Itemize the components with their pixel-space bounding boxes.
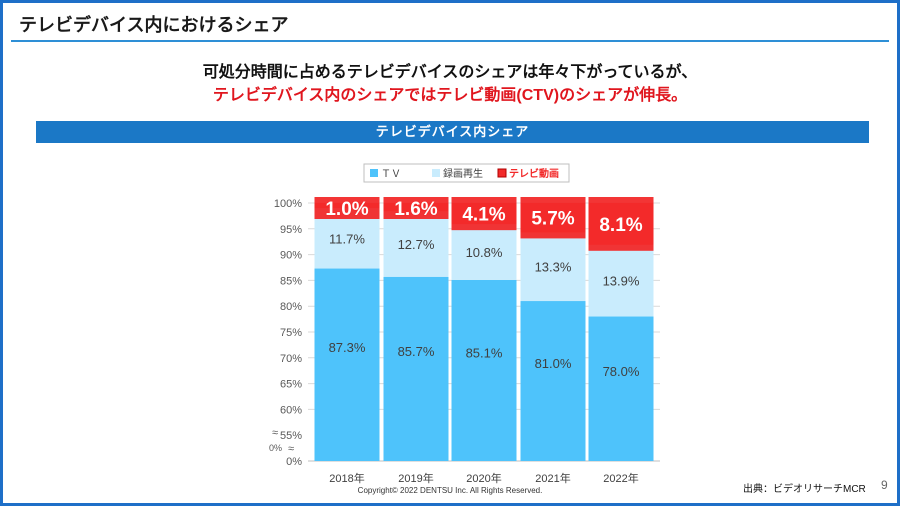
bar-segment-tv — [588, 316, 654, 461]
page-title: テレビデバイス内におけるシェア — [19, 15, 289, 35]
data-label-recording: 13.9% — [603, 274, 640, 289]
tv-video-highlight — [314, 197, 380, 219]
source-note: 出典：ビデオリサーチMCR — [743, 484, 866, 495]
title-divider — [11, 40, 889, 42]
bar-segment-recording — [588, 244, 654, 317]
legend-swatch — [432, 169, 440, 177]
legend-swatch — [497, 168, 507, 178]
tv-video-highlight — [588, 197, 654, 251]
headline-line-2: テレビデバイス内のシェアではテレビ動画(CTV)のシェアが伸長。 — [212, 87, 688, 104]
x-category-label: 2019年 — [398, 471, 433, 485]
bar-segment-recording — [520, 232, 586, 302]
data-label-tv: 87.3% — [329, 340, 366, 355]
data-label-tv-video: 5.7% — [531, 209, 574, 230]
y-tick-label: 55% — [280, 430, 302, 442]
data-label-tv-video: 1.6% — [394, 199, 437, 220]
y-tick-label: 90% — [280, 250, 302, 262]
legend-label: テレビ動画 — [509, 167, 559, 180]
data-label-tv: 78.0% — [603, 364, 640, 379]
legend-box — [363, 163, 570, 183]
legend-label: ＴＶ — [381, 169, 401, 180]
y-tick-label: 70% — [280, 353, 302, 365]
tv-video-highlight — [451, 197, 517, 231]
x-category-label: 2022年 — [603, 471, 638, 485]
y-tick-label: 65% — [280, 379, 302, 391]
axis-break-mark: ≈ — [272, 427, 278, 439]
x-category-label: 2021年 — [535, 471, 570, 485]
data-label-tv-video: 1.0% — [325, 199, 368, 220]
y-tick-label: 85% — [280, 275, 302, 287]
legend-swatch — [370, 169, 378, 177]
y-tick-label: 100% — [274, 198, 302, 210]
y-tick-label: 0% — [286, 456, 302, 468]
y-tick-label: 80% — [280, 301, 302, 313]
copyright: Copyright© 2022 DENTSU Inc. All Rights R… — [357, 486, 543, 495]
legend-label: 録画再生 — [443, 167, 483, 180]
bar-segment-tv — [383, 276, 449, 461]
data-label-recording: 10.8% — [466, 245, 503, 260]
bar-segment-recording — [383, 211, 449, 277]
bar-segment-tv — [314, 268, 380, 461]
tv-video-highlight — [520, 197, 586, 239]
data-label-recording: 12.7% — [398, 237, 435, 252]
data-label-tv: 85.7% — [398, 344, 435, 359]
bar-segment-recording — [451, 224, 517, 280]
tv-video-highlight — [383, 197, 449, 219]
headline-line-1: 可処分時間に占めるテレビデバイスのシェアは年々下がっているが、 — [202, 64, 698, 81]
data-label-recording: 11.7% — [329, 231, 365, 246]
y-tick-label: 60% — [280, 404, 302, 416]
slide: テレビデバイス内におけるシェア 可処分時間に占めるテレビデバイスのシェアは年々下… — [3, 3, 897, 503]
data-label-recording: 13.3% — [535, 260, 572, 275]
data-label-tv: 85.1% — [466, 346, 503, 361]
x-category-label: 2018年 — [329, 471, 364, 485]
data-label-tv: 81.0% — [535, 356, 572, 371]
bar-segment-tv — [520, 301, 586, 461]
page-number: 9 — [881, 478, 888, 492]
y-tick-label: 75% — [280, 327, 302, 339]
axis-break-mark: ≈ — [288, 443, 294, 455]
y-tick-label: 95% — [280, 224, 302, 236]
x-category-label: 2020年 — [466, 471, 501, 485]
data-label-tv-video: 8.1% — [599, 215, 642, 236]
axis-break-note: 0% — [269, 443, 282, 453]
data-label-tv-video: 4.1% — [462, 205, 505, 226]
chart-title-banner: テレビデバイス内シェア — [36, 121, 869, 143]
bar-segment-tv — [451, 279, 517, 461]
